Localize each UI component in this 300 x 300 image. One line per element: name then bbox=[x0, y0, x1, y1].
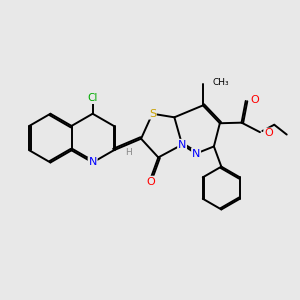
Text: N: N bbox=[88, 158, 97, 167]
Text: O: O bbox=[250, 95, 259, 105]
Text: N: N bbox=[178, 140, 186, 150]
Text: O: O bbox=[264, 128, 273, 138]
Text: CH₃: CH₃ bbox=[212, 78, 229, 87]
Text: N: N bbox=[192, 148, 200, 159]
Text: H: H bbox=[125, 148, 132, 157]
Text: O: O bbox=[146, 176, 155, 187]
Text: Cl: Cl bbox=[88, 93, 98, 103]
Text: S: S bbox=[149, 109, 156, 119]
